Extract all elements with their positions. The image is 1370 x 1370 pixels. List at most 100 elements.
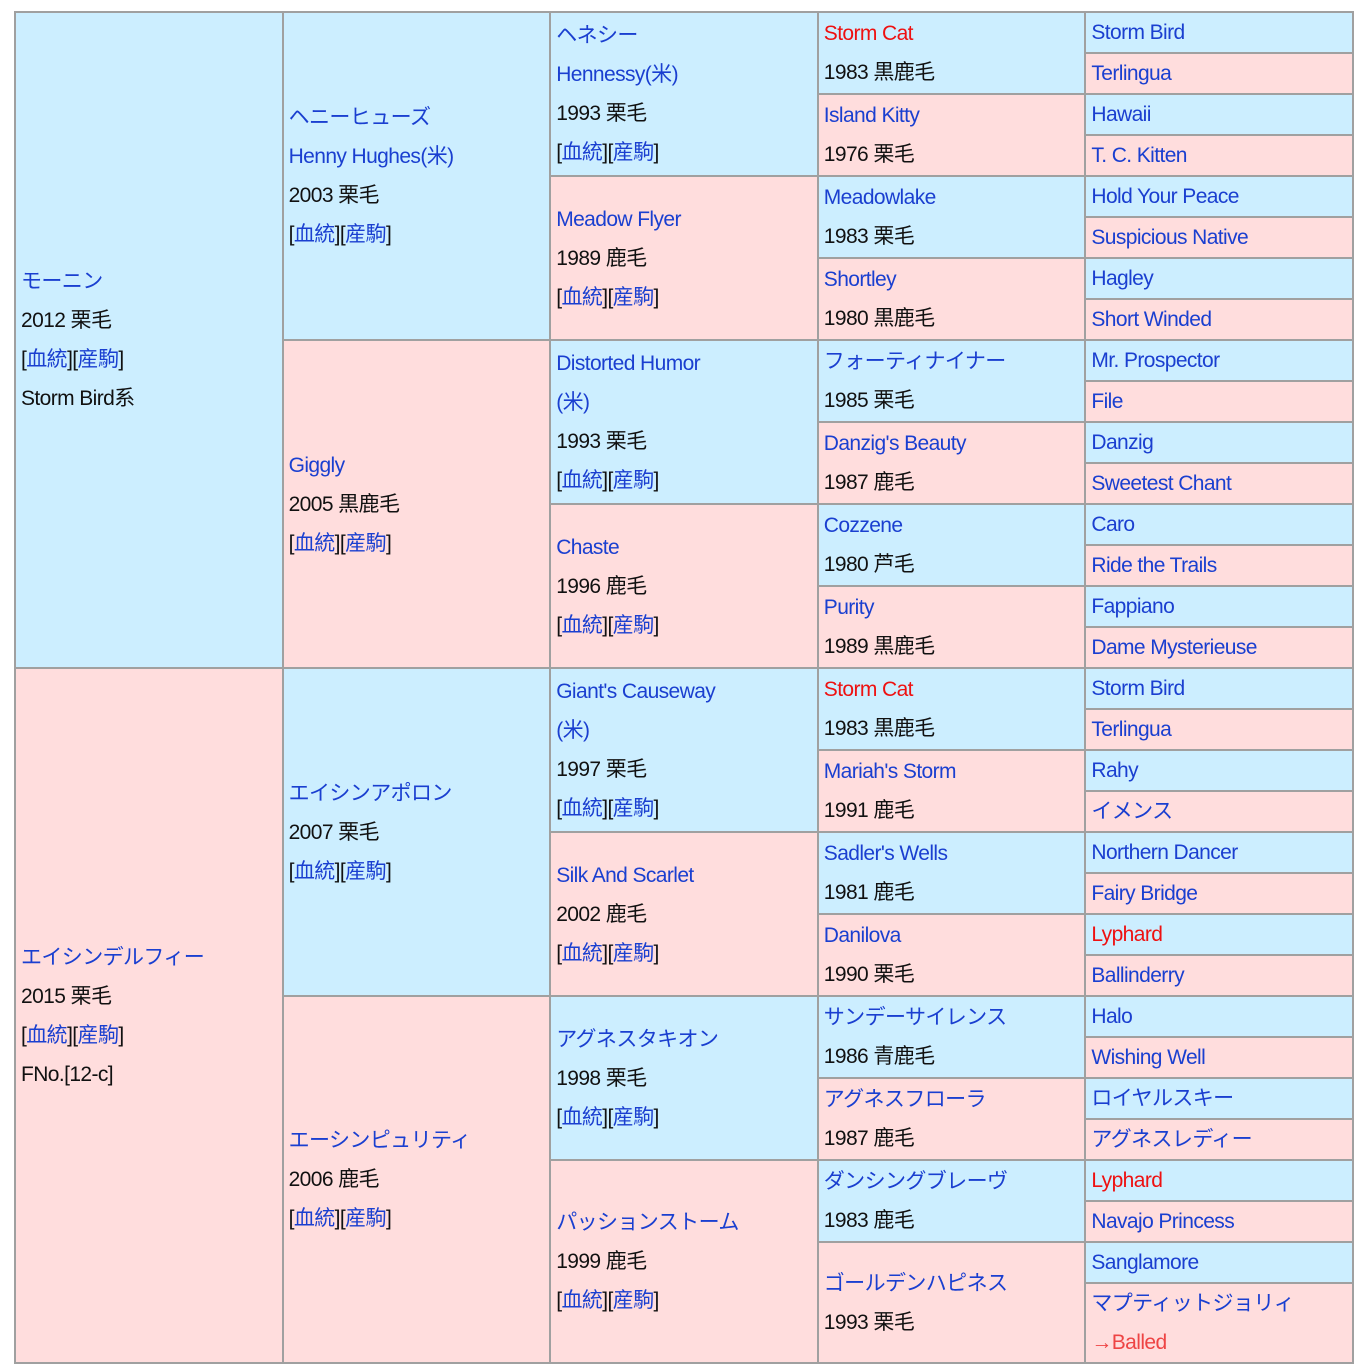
pedigree-link[interactable]: 血統 [293, 1207, 335, 1230]
progeny-link[interactable]: 産駒 [345, 531, 386, 555]
horse-name-link[interactable]: Shortley [823, 268, 897, 291]
horse-name-link[interactable]: Rahy [1091, 759, 1138, 782]
horse-name-link[interactable]: ヘネシー Hennessy(米) [556, 24, 678, 86]
pedigree-link[interactable]: 血統 [561, 285, 603, 309]
horse-name-link[interactable]: ダンシングブレーヴ [823, 1170, 1008, 1193]
progeny-link[interactable]: 産駒 [345, 223, 386, 246]
horse-name-link[interactable]: Danilova [823, 924, 902, 947]
horse-name-link[interactable]: Distorted Humor (米) [556, 352, 701, 414]
pedigree-link[interactable]: 血統 [561, 797, 603, 820]
horse-name-link[interactable]: Lyphard [1091, 1169, 1163, 1192]
horse-name-link[interactable]: ロイヤルスキー [1091, 1087, 1234, 1110]
horse-name-link[interactable]: Terlingua [1091, 62, 1172, 85]
birth-year-coat: 2006 鹿毛 [288, 1168, 380, 1191]
birth-year-coat: 1996 鹿毛 [556, 574, 647, 598]
horse-cell-gen5: Sweetest Chant [1084, 462, 1354, 505]
progeny-link[interactable]: 産駒 [612, 469, 654, 492]
pedigree-link[interactable]: 血統 [561, 613, 603, 637]
horse-name-link[interactable]: エイシンデルフィー [21, 945, 205, 969]
horse-name-link[interactable]: Purity [823, 596, 875, 619]
progeny-link[interactable]: 産駒 [77, 1023, 119, 1047]
horse-name-link[interactable]: Terlingua [1091, 718, 1172, 741]
progeny-link[interactable]: 産駒 [612, 613, 654, 637]
horse-name-link[interactable]: Ballinderry [1091, 964, 1184, 987]
horse-cell-gen3: Chaste 1996 鹿毛 [血統][産駒] [549, 503, 819, 669]
progeny-link[interactable]: 産駒 [345, 859, 386, 883]
horse-name-link[interactable]: Chaste [556, 535, 620, 559]
horse-name-link[interactable]: Fappiano [1091, 595, 1175, 618]
horse-name-link[interactable]: Storm Cat [823, 22, 914, 45]
horse-name-link[interactable]: Cozzene [823, 514, 903, 537]
pedigree-link[interactable]: 血統 [561, 1105, 603, 1129]
horse-name-link[interactable]: マプティットジョリィ [1091, 1292, 1295, 1315]
pedigree-link[interactable]: 血統 [561, 1289, 603, 1312]
horse-name-link[interactable]: Mariah's Storm [823, 760, 957, 783]
horse-name-link[interactable]: アグネスタキオン [556, 1027, 719, 1051]
horse-name-link[interactable]: Hold Your Peace [1091, 185, 1239, 208]
progeny-link[interactable]: 産駒 [345, 1207, 386, 1230]
horse-name-link[interactable]: パッションストーム [556, 1211, 739, 1234]
horse-name-link[interactable]: Mr. Prospector [1091, 349, 1220, 372]
progeny-link[interactable]: 産駒 [612, 797, 654, 820]
horse-name-link[interactable]: イメンス [1091, 800, 1173, 823]
horse-name-link[interactable]: Sadler's Wells [823, 842, 948, 865]
progeny-link[interactable]: 産駒 [612, 1289, 654, 1312]
horse-name-link[interactable]: Danzig [1091, 431, 1154, 454]
horse-name-link[interactable]: Lyphard [1091, 923, 1163, 946]
progeny-link[interactable]: 産駒 [612, 941, 654, 965]
pedigree-link[interactable]: 血統 [561, 141, 603, 164]
horse-name-link[interactable]: Meadow Flyer [556, 207, 681, 231]
horse-name-link[interactable]: Caro [1091, 513, 1135, 536]
pedigree-link[interactable]: 血統 [293, 223, 335, 246]
horse-name-link[interactable]: Suspicious Native [1091, 226, 1249, 249]
horse-name-link[interactable]: Storm Bird [1091, 677, 1185, 700]
horse-name-link[interactable]: アグネスフローラ [823, 1088, 987, 1111]
pedigree-link[interactable]: 血統 [26, 348, 68, 371]
horse-name-link[interactable]: ゴールデンハピネス [823, 1271, 1008, 1295]
horse-name-link[interactable]: Meadowlake [823, 186, 937, 209]
pedigree-link[interactable]: 血統 [293, 859, 335, 883]
horse-name-link[interactable]: Sanglamore [1091, 1251, 1199, 1274]
pedigree-link[interactable]: 血統 [561, 941, 603, 965]
horse-name-link[interactable]: モーニン [21, 270, 103, 293]
horse-name-link[interactable]: Dame Mysterieuse [1091, 636, 1257, 659]
birth-year-coat: 1983 黒鹿毛 [823, 717, 935, 740]
horse-name-link[interactable]: エイシンアポロン [288, 781, 453, 805]
progeny-link[interactable]: 産駒 [612, 285, 654, 309]
horse-name-link[interactable]: エーシンピュリティ [288, 1129, 472, 1152]
progeny-link[interactable]: 産駒 [612, 141, 654, 164]
horse-name-link[interactable]: Sweetest Chant [1091, 472, 1232, 495]
horse-name-link[interactable]: サンデーサイレンス [823, 1006, 1007, 1029]
horse-name-link[interactable]: ヘニーヒューズ Henny Hughes(米) [288, 106, 455, 168]
horse-name-link[interactable]: File [1091, 390, 1123, 413]
horse-name-link[interactable]: T. C. Kitten [1091, 144, 1187, 167]
pedigree-link[interactable]: 血統 [561, 469, 603, 492]
birth-year-coat: 1987 鹿毛 [823, 471, 915, 494]
horse-cell-gen5: Storm Bird [1084, 11, 1354, 54]
horse-name-link[interactable]: Giant's Causeway (米) [556, 680, 716, 742]
horse-name-link[interactable]: Fairy Bridge [1091, 882, 1198, 905]
horse-name-link[interactable]: Danzig's Beauty [823, 432, 967, 455]
pedigree-row: Meadow Flyer 1989 鹿毛 [血統][産駒] Meadowlake 198… [15, 175, 1354, 341]
horse-name-link[interactable]: Northern Dancer [1091, 841, 1238, 864]
horse-name-link[interactable]: Halo [1091, 1005, 1133, 1028]
progeny-link[interactable]: 産駒 [612, 1105, 654, 1129]
horse-name-link[interactable]: Silk And Scarlet [556, 863, 694, 887]
horse-name-link[interactable]: アグネスレディー [1091, 1128, 1253, 1151]
horse-cell-gen1: モーニン 2012 栗毛 [血統][産駒] Storm Bird系 [14, 11, 284, 669]
horse-name-link[interactable]: Storm Cat [823, 678, 914, 701]
horse-name-link[interactable]: Hawaii [1091, 103, 1151, 126]
pedigree-link[interactable]: 血統 [293, 531, 335, 555]
horse-cell-gen5: Fappiano [1084, 585, 1354, 628]
horse-name-link[interactable]: Short Winded [1091, 308, 1212, 331]
pedigree-link[interactable]: 血統 [26, 1023, 68, 1047]
horse-name-link[interactable]: Giggly [288, 453, 346, 477]
progeny-link[interactable]: 産駒 [77, 348, 119, 371]
horse-name-link[interactable]: Navajo Princess [1091, 1210, 1235, 1233]
horse-name-link[interactable]: Storm Bird [1091, 21, 1185, 44]
horse-name-link[interactable]: Island Kitty [823, 104, 920, 127]
horse-name-link[interactable]: Wishing Well [1091, 1046, 1206, 1069]
horse-name-link[interactable]: Hagley [1091, 267, 1154, 290]
horse-name-link[interactable]: フォーティナイナー [823, 350, 1007, 373]
horse-name-link[interactable]: Ride the Trails [1091, 554, 1217, 577]
